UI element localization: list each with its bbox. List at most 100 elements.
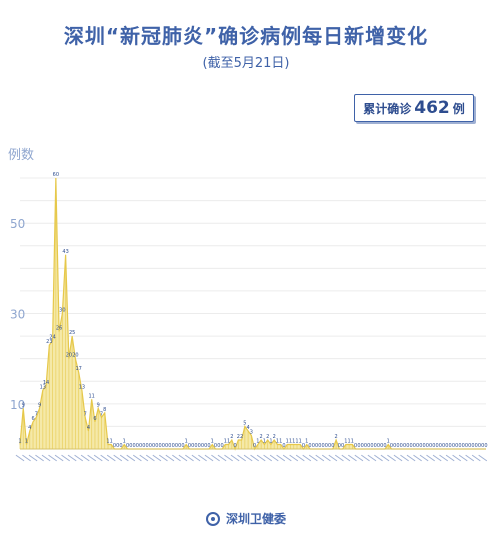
x-tick-mark: [387, 454, 396, 462]
x-tick-mark: [67, 454, 77, 462]
total-cases-badge: 累计确诊 462 例: [354, 94, 474, 122]
data-label: 9: [22, 402, 25, 408]
x-tick-mark: [321, 454, 331, 462]
chart-title: 深圳“新冠肺炎”确诊病例每日新增变化: [63, 24, 429, 48]
data-label: 1: [348, 438, 351, 444]
data-label: 0: [214, 443, 217, 449]
data-label: 1: [387, 438, 390, 444]
total-badge-number: 462: [414, 98, 450, 118]
data-label: 0: [325, 443, 328, 449]
data-label: 0: [126, 443, 129, 449]
x-tick-mark: [74, 454, 84, 462]
x-tick-mark: [250, 454, 260, 462]
area-fill: [20, 178, 486, 449]
x-tick-mark: [54, 454, 64, 462]
data-label: 0: [475, 443, 478, 449]
data-label: 4: [87, 425, 90, 431]
data-label: 1: [351, 438, 354, 444]
data-label: 1: [106, 438, 109, 444]
x-tick-mark: [100, 454, 110, 462]
data-label: 0: [207, 443, 210, 449]
data-label: 2: [240, 434, 243, 440]
x-tick-mark: [211, 454, 220, 462]
x-tick-mark: [367, 454, 377, 462]
data-label: 30: [59, 308, 65, 314]
data-label: 9: [38, 402, 41, 408]
data-label: 1: [18, 438, 21, 444]
data-label: 0: [429, 443, 432, 449]
data-label: 1: [227, 438, 230, 444]
x-tick-mark: [61, 454, 71, 462]
total-badge-prefix: 累计确诊: [363, 101, 412, 116]
data-label: 7: [100, 411, 103, 417]
data-label: 6: [93, 416, 96, 422]
x-tick-mark: [269, 454, 279, 462]
x-tick-mark: [348, 454, 357, 462]
total-badge-suffix: 例: [452, 101, 465, 116]
data-label: 1: [110, 438, 113, 444]
data-label: 0: [338, 443, 341, 449]
data-label: 20: [72, 353, 78, 359]
data-label: 0: [116, 443, 119, 449]
data-label: 0: [445, 443, 448, 449]
x-tick-mark: [308, 454, 318, 462]
data-label: 0: [253, 443, 256, 449]
x-tick-mark: [204, 454, 214, 462]
data-label: 0: [400, 443, 403, 449]
data-label: 14: [43, 380, 49, 386]
chart-subtitle: (截至5月21日): [202, 56, 290, 71]
x-tick-mark: [426, 454, 435, 462]
data-label: 0: [152, 443, 155, 449]
data-label: 0: [198, 443, 201, 449]
data-label: 0: [396, 443, 399, 449]
data-label: 1: [305, 438, 308, 444]
data-label: 1: [289, 438, 292, 444]
data-label: 0: [465, 443, 468, 449]
data-label: 0: [380, 443, 383, 449]
data-label: 0: [312, 443, 315, 449]
data-label: 0: [321, 443, 324, 449]
data-label: 2: [230, 434, 233, 440]
x-tick-mark: [119, 454, 129, 462]
data-label: 3: [250, 429, 253, 435]
x-tick-mark: [354, 454, 364, 462]
data-label: 0: [419, 443, 422, 449]
data-label: 0: [175, 443, 178, 449]
data-label: 0: [302, 443, 305, 449]
data-label: 0: [165, 443, 168, 449]
data-label: 1: [211, 438, 214, 444]
data-label: 0: [481, 443, 484, 449]
x-tick-mark: [393, 454, 403, 462]
data-label: 1: [263, 438, 266, 444]
y-tick-label: 30: [10, 308, 25, 322]
data-label: 0: [191, 443, 194, 449]
data-label: 0: [416, 443, 419, 449]
x-tick-mark: [334, 454, 344, 462]
x-tick-mark: [341, 454, 351, 462]
x-tick-mark: [406, 454, 416, 462]
data-label: 1: [276, 438, 279, 444]
data-label: 0: [458, 443, 461, 449]
data-label: 0: [471, 443, 474, 449]
y-axis-label: 例数: [8, 148, 35, 163]
x-tick-mark: [41, 454, 51, 462]
data-label: 1: [185, 438, 188, 444]
x-tick-mark: [132, 454, 142, 462]
x-tick-mark: [80, 454, 90, 462]
data-label: 0: [181, 443, 184, 449]
data-label: 1: [295, 438, 298, 444]
data-label: 0: [462, 443, 465, 449]
data-label: 0: [354, 443, 357, 449]
data-label: 0: [367, 443, 370, 449]
x-tick-mark: [465, 454, 475, 462]
x-tick-mark: [230, 454, 240, 462]
data-label: 0: [159, 443, 162, 449]
data-label: 0: [374, 443, 377, 449]
data-label: 1: [269, 438, 272, 444]
data-label: 25: [69, 330, 75, 336]
data-label: 0: [142, 443, 145, 449]
x-tick-mark: [217, 454, 227, 462]
data-label: 0: [204, 443, 207, 449]
cases-area-chart: 1030501914679131423246026304320252017137…: [10, 172, 488, 462]
x-tick-mark: [139, 454, 149, 462]
